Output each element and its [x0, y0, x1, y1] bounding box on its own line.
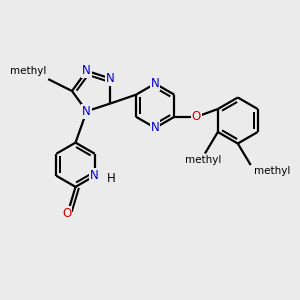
Text: N: N [82, 105, 91, 118]
Text: O: O [192, 110, 201, 123]
Text: N: N [90, 169, 99, 182]
Text: N: N [106, 72, 115, 85]
Text: methyl: methyl [185, 155, 222, 165]
Text: N: N [82, 64, 91, 77]
Text: N: N [151, 77, 160, 90]
Text: H: H [106, 172, 115, 185]
Text: N: N [151, 122, 160, 134]
Text: methyl: methyl [254, 167, 290, 176]
Text: O: O [62, 207, 71, 220]
Text: methyl: methyl [11, 66, 47, 76]
